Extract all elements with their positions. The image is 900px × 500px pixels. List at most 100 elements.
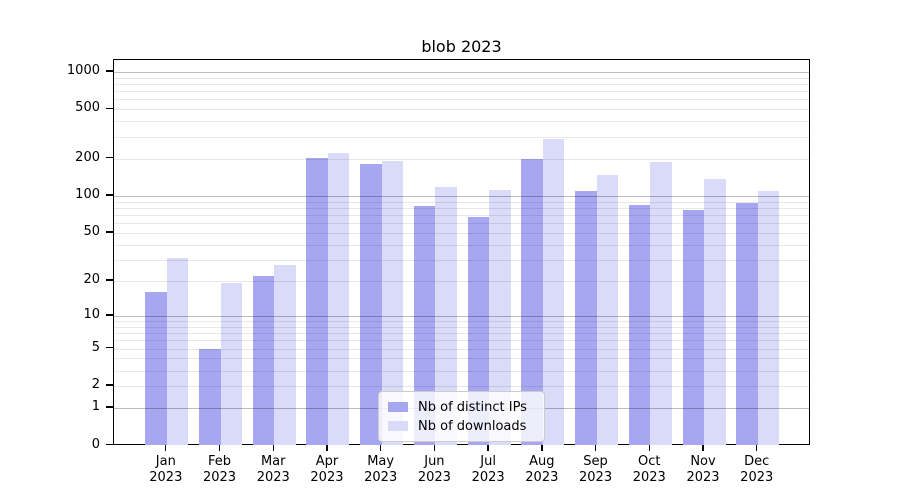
bar-nb-of-downloads-oct — [650, 161, 672, 446]
gridline — [114, 136, 809, 138]
y-tick-500 — [106, 107, 113, 109]
gridline — [114, 358, 809, 360]
bar-nb-of-downloads-dec — [757, 190, 780, 446]
y-tick-20 — [106, 279, 113, 281]
x-tick-label-jan: Jan 2023 — [149, 453, 183, 485]
bar-nb-of-downloads-jul — [489, 190, 511, 446]
gridline — [114, 340, 809, 342]
bar-nb-of-downloads-jun — [435, 187, 457, 446]
y-tick-200 — [106, 156, 113, 159]
gridline — [114, 370, 809, 372]
bar-nb-of-downloads-mar — [274, 265, 296, 446]
chart-title: blob 2023 — [421, 37, 502, 56]
y-tick-5 — [106, 346, 113, 349]
x-tick-label-may: May 2023 — [364, 453, 398, 485]
bar-nb-of-distinct-ips-jun — [413, 205, 436, 446]
bar-nb-of-downloads-aug — [542, 138, 565, 446]
y-tick-label-1000: 1000 — [66, 62, 100, 78]
gridline — [114, 333, 809, 335]
legend-label-downloads: Nb of downloads — [418, 418, 527, 434]
bar-nb-of-downloads-feb — [220, 283, 243, 446]
bar-nb-of-distinct-ips-may — [360, 163, 382, 446]
gridlines-layer — [114, 60, 809, 444]
x-tick-jul — [487, 444, 489, 451]
x-tick-label-jun: Jun 2023 — [417, 453, 451, 485]
gridline — [114, 244, 809, 246]
y-tick-1000 — [106, 70, 113, 72]
gridline — [114, 91, 809, 93]
y-tick-50 — [106, 231, 113, 233]
bar-nb-of-distinct-ips-oct — [628, 205, 651, 446]
y-tick-label-200: 200 — [75, 149, 100, 165]
gridline — [114, 121, 809, 123]
x-tick-dec — [756, 444, 758, 451]
x-tick-aug — [541, 444, 543, 451]
x-tick-label-sep: Sep 2023 — [579, 453, 613, 485]
y-tick-1 — [106, 406, 113, 408]
bar-nb-of-distinct-ips-jan — [145, 292, 167, 446]
x-tick-nov — [702, 444, 704, 451]
bar-nb-of-downloads-nov — [704, 179, 726, 446]
bar-nb-of-downloads-may — [381, 161, 404, 446]
y-tick-label-50: 50 — [83, 223, 100, 239]
x-tick-label-dec: Dec 2023 — [740, 453, 774, 485]
x-tick-label-oct: Oct 2023 — [632, 453, 666, 485]
x-tick-label-mar: Mar 2023 — [256, 453, 290, 485]
gridline — [114, 232, 809, 234]
gridline — [114, 83, 809, 85]
legend-swatch-downloads — [388, 421, 408, 431]
y-tick-label-500: 500 — [75, 100, 100, 116]
bar-nb-of-downloads-jan — [166, 258, 189, 446]
gridline — [114, 386, 809, 388]
legend: Nb of distinct IPs Nb of downloads — [378, 391, 545, 442]
x-tick-label-nov: Nov 2023 — [686, 453, 720, 485]
gridline — [114, 326, 809, 328]
x-tick-label-aug: Aug 2023 — [525, 453, 559, 485]
gridline — [114, 99, 809, 101]
x-tick-jan — [165, 444, 167, 451]
gridline — [114, 223, 809, 225]
x-tick-sep — [594, 444, 597, 451]
gridline — [114, 195, 809, 197]
gridline — [114, 71, 809, 73]
gridline — [114, 315, 809, 317]
y-tick-label-20: 20 — [83, 271, 100, 287]
x-tick-label-feb: Feb 2023 — [202, 453, 237, 485]
bar-nb-of-distinct-ips-nov — [682, 209, 704, 446]
legend-label-distinct-ips: Nb of distinct IPs — [418, 399, 527, 415]
x-tick-oct — [648, 444, 650, 451]
gridline — [114, 348, 809, 350]
bar-nb-of-distinct-ips-aug — [521, 158, 543, 446]
bar-nb-of-distinct-ips-apr — [306, 158, 328, 446]
y-tick-100 — [106, 194, 113, 196]
y-tick-0 — [106, 443, 113, 446]
x-tick-mar — [272, 444, 274, 451]
legend-item-distinct-ips: Nb of distinct IPs — [388, 398, 535, 416]
y-tick-label-2: 2 — [91, 377, 100, 393]
y-tick-label-1: 1 — [91, 399, 100, 414]
plot-area — [113, 59, 810, 446]
gridline — [114, 320, 809, 322]
x-tick-feb — [218, 444, 221, 451]
y-tick-10 — [106, 314, 113, 316]
legend-swatch-distinct-ips — [388, 402, 408, 412]
bar-nb-of-distinct-ips-feb — [199, 348, 221, 446]
y-tick-label-0: 0 — [91, 436, 100, 452]
x-tick-may — [379, 444, 382, 451]
bar-nb-of-distinct-ips-jul — [467, 217, 490, 446]
bar-nb-of-distinct-ips-sep — [575, 191, 597, 446]
bar-nb-of-distinct-ips-dec — [736, 202, 758, 446]
bar-nb-of-downloads-sep — [596, 174, 619, 446]
y-tick-label-100: 100 — [75, 186, 100, 202]
bar-nb-of-distinct-ips-mar — [252, 275, 275, 446]
bar-nb-of-downloads-apr — [327, 153, 350, 446]
x-tick-apr — [326, 444, 328, 451]
gridline — [114, 77, 809, 79]
y-tick-2 — [106, 384, 113, 386]
legend-item-downloads: Nb of downloads — [388, 417, 535, 435]
bars-layer — [114, 60, 809, 446]
y-tick-label-10: 10 — [83, 306, 100, 322]
